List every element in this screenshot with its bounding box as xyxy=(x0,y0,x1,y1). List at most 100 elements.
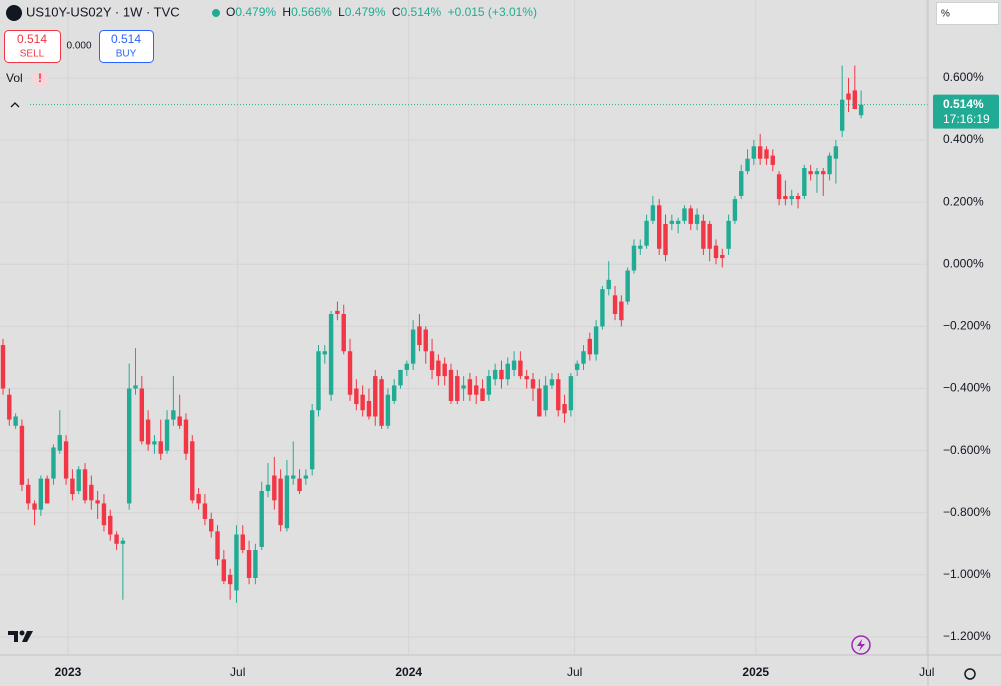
candle-body xyxy=(272,475,277,501)
candle-body xyxy=(335,310,340,314)
candle-body xyxy=(858,104,864,116)
y-tick-label: 0.600% xyxy=(943,70,984,84)
candle-body xyxy=(524,376,529,380)
volume-label: Vol xyxy=(6,71,23,85)
candle-body xyxy=(574,363,580,370)
candle-body xyxy=(852,90,858,110)
x-tick-label: 2023 xyxy=(55,665,82,679)
candle-body xyxy=(57,435,62,451)
candle-body xyxy=(246,550,252,578)
sell-button[interactable] xyxy=(4,30,61,63)
candle-body xyxy=(309,410,315,470)
candle-body xyxy=(152,441,157,445)
candle-body xyxy=(82,469,88,501)
legend-key: L xyxy=(338,5,345,19)
candle-body xyxy=(259,491,264,547)
candle-body xyxy=(120,540,126,544)
candle-body xyxy=(436,360,441,377)
candle-body xyxy=(265,484,271,492)
candle-body xyxy=(776,174,782,200)
candle-body xyxy=(682,208,687,221)
candle-body xyxy=(196,494,201,504)
buy-label: BUY xyxy=(116,49,137,60)
candle-body xyxy=(833,146,839,159)
candle-body xyxy=(726,220,731,249)
candle-body xyxy=(694,214,700,224)
countdown: 17:16:19 xyxy=(943,112,990,126)
candle-body xyxy=(190,441,195,501)
x-tick-label: Jul xyxy=(230,665,245,679)
candle-body xyxy=(417,326,422,346)
buy-button[interactable] xyxy=(99,30,154,63)
candle-body xyxy=(480,388,485,401)
y-tick-label: −0.400% xyxy=(943,381,991,395)
candle-body xyxy=(839,99,845,131)
unit-box[interactable] xyxy=(936,2,999,25)
volume-warning-icon[interactable] xyxy=(32,71,48,87)
candle-body xyxy=(745,158,750,172)
candle-body xyxy=(316,351,321,411)
candle-body xyxy=(164,419,170,451)
candle-body xyxy=(530,379,536,389)
candle-body xyxy=(688,208,693,224)
candle-body xyxy=(461,385,466,389)
unit: % xyxy=(941,9,950,20)
candle-body xyxy=(227,574,233,585)
candle-body xyxy=(278,478,283,526)
x-tick-label: 2025 xyxy=(742,665,769,679)
candle-body xyxy=(114,534,119,544)
candle-body xyxy=(347,351,353,395)
candle-body xyxy=(234,534,239,591)
candle-body xyxy=(70,478,75,495)
candle-body xyxy=(202,503,208,519)
candle-body xyxy=(650,205,656,221)
candle-body xyxy=(606,279,611,290)
candle-body xyxy=(814,171,820,175)
legend-key: O xyxy=(226,5,235,19)
candle-body xyxy=(505,363,510,380)
candle-body xyxy=(821,171,826,175)
candle-body xyxy=(101,503,107,526)
candle-body xyxy=(732,199,738,221)
last-price-box xyxy=(933,94,999,129)
candle-body xyxy=(13,416,18,426)
candle-body xyxy=(7,394,12,420)
candle-body xyxy=(0,345,6,389)
candle-body xyxy=(625,270,630,302)
candle-body xyxy=(619,301,624,321)
tradingview-logo xyxy=(8,630,33,642)
candle-body xyxy=(44,478,50,504)
candle-body xyxy=(492,369,498,380)
candle-body xyxy=(713,245,719,259)
alert-bolt xyxy=(857,639,865,651)
legend-value: 0.566% xyxy=(291,5,332,19)
candle-body xyxy=(373,376,378,417)
candle-body xyxy=(644,220,649,246)
candle-body xyxy=(240,534,245,551)
collapse-icon[interactable] xyxy=(10,102,20,108)
alert-icon[interactable] xyxy=(851,635,871,655)
candle-body xyxy=(133,385,138,389)
candle-body xyxy=(398,369,403,386)
ohlc-legend: O0.479% H0.566% L0.479% C0.514% +0.015 (… xyxy=(226,5,537,19)
sell-price: 0.514 xyxy=(17,32,47,46)
candle-body xyxy=(19,425,25,485)
settings-icon[interactable] xyxy=(964,668,976,680)
candle-body xyxy=(593,326,599,355)
legend-value: 0.479% xyxy=(345,5,386,19)
candle-body xyxy=(448,369,454,401)
candle-body xyxy=(354,388,359,405)
candle-body xyxy=(739,171,744,196)
y-tick-label: −0.600% xyxy=(943,443,991,457)
candle-body xyxy=(221,559,227,582)
candles xyxy=(0,65,928,603)
candle-body xyxy=(499,369,504,380)
symbol[interactable]: US10Y-US02Y · 1W · TVC xyxy=(26,4,180,19)
candle-body xyxy=(391,385,397,401)
candle-body xyxy=(108,515,113,535)
legend-key: H xyxy=(282,5,291,19)
candle-body xyxy=(379,379,384,426)
